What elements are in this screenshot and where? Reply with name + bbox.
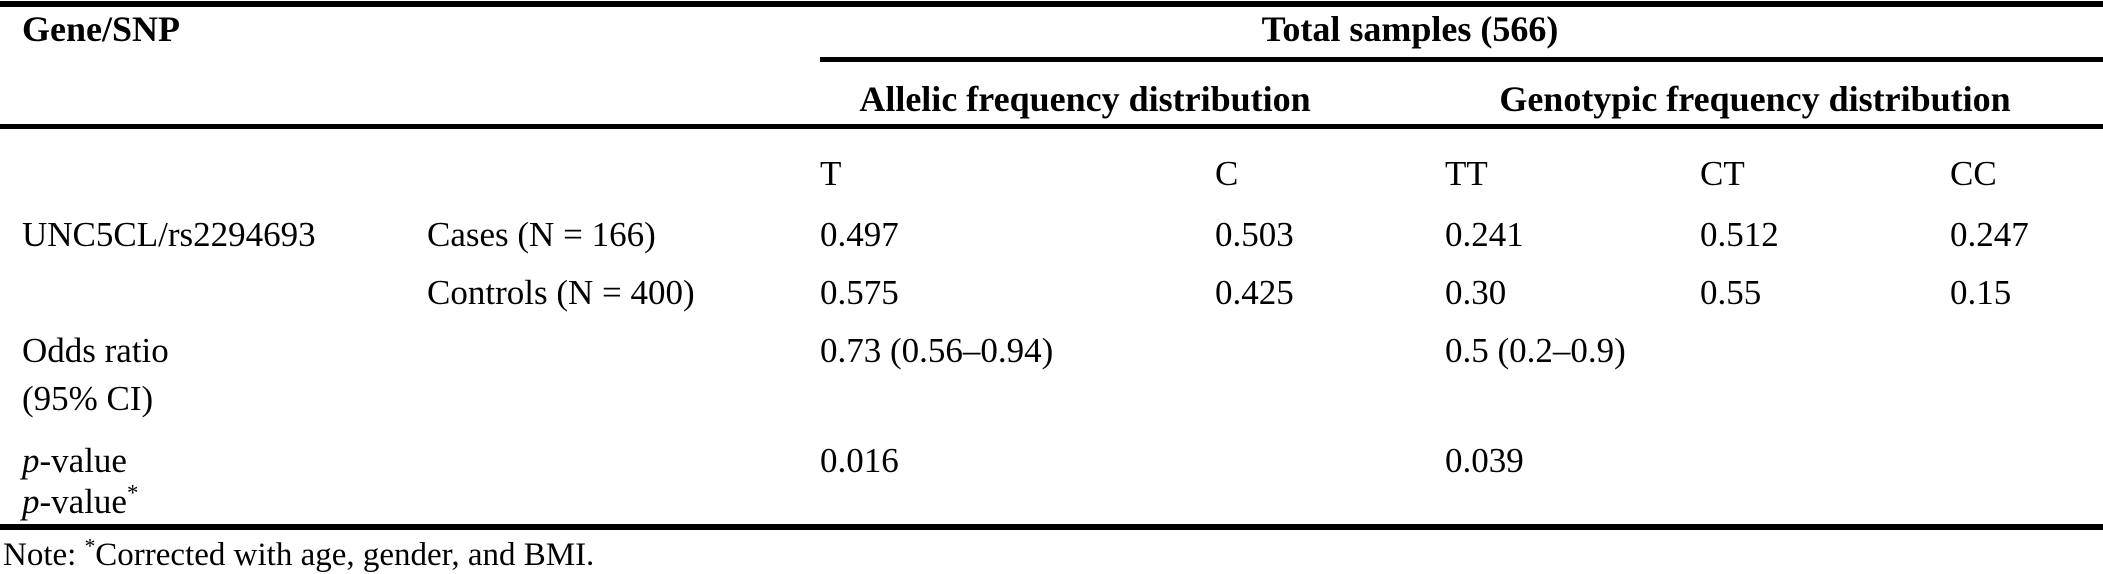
p-value-corrected-rest: -value (39, 482, 127, 521)
cell-p-value-genotypic: 0.039 (1445, 441, 1524, 480)
rule-under-total-samples (820, 57, 2103, 62)
column-header-genotype-tt: TT (1445, 154, 1488, 193)
cell-odds-ratio-genotypic: 0.5 (0.2–0.9) (1445, 331, 1626, 370)
p-value-corrected-asterisk: * (126, 480, 139, 506)
footnote-text: Corrected with age, gender, and BMI. (95, 537, 595, 573)
p-value-rest: -value (39, 441, 127, 480)
cell-cases-ct: 0.512 (1700, 215, 1779, 254)
row-label-p-value: p-value (22, 440, 127, 482)
rule-bottom (0, 524, 2103, 530)
cell-cases-t: 0.497 (820, 215, 899, 254)
cell-controls-tt: 0.30 (1445, 273, 1507, 312)
cell-controls-ct: 0.55 (1700, 273, 1762, 312)
cell-odds-ratio-allelic: 0.73 (0.56–0.94) (820, 331, 1054, 370)
column-header-allele-c: C (1215, 154, 1239, 193)
footnote-asterisk: * (84, 534, 96, 558)
column-header-allele-t: T (820, 154, 842, 193)
p-value-corrected-p: p (22, 482, 40, 521)
row-label-p-value-corrected: p-value* (22, 481, 138, 523)
cell-cases-cc: 0.247 (1950, 215, 2029, 254)
row-label-odds-ratio: Odds ratio (22, 331, 169, 370)
cell-cases-tt: 0.241 (1445, 215, 1524, 254)
rule-top (0, 1, 2103, 7)
column-header-gene-snp: Gene/SNP (22, 9, 180, 49)
rule-under-group-headers (0, 124, 2103, 129)
table-footnote: Note: *Corrected with age, gender, and B… (3, 534, 595, 574)
row-label-95-ci: (95% CI) (22, 379, 154, 418)
cell-cases-c: 0.503 (1215, 215, 1294, 254)
column-header-genotype-ct: CT (1700, 154, 1745, 193)
column-group-genotypic-frequency: Genotypic frequency distribution (1499, 79, 2011, 119)
cell-cases-group: Cases (N = 166) (427, 215, 656, 254)
cell-gene-name: UNC5CL/rs2294693 (22, 215, 316, 254)
column-header-genotype-cc: CC (1950, 154, 1997, 193)
cell-controls-cc: 0.15 (1950, 273, 2012, 312)
column-header-total-samples: Total samples (566) (1261, 9, 1559, 49)
cell-controls-t: 0.575 (820, 273, 899, 312)
footnote-prefix: Note: (3, 537, 85, 573)
cell-p-value-allelic: 0.016 (820, 441, 899, 480)
p-value-p: p (22, 441, 40, 480)
cell-controls-c: 0.425 (1215, 273, 1294, 312)
cell-controls-group: Controls (N = 400) (427, 273, 695, 312)
column-group-allelic-frequency: Allelic frequency distribution (859, 79, 1311, 119)
